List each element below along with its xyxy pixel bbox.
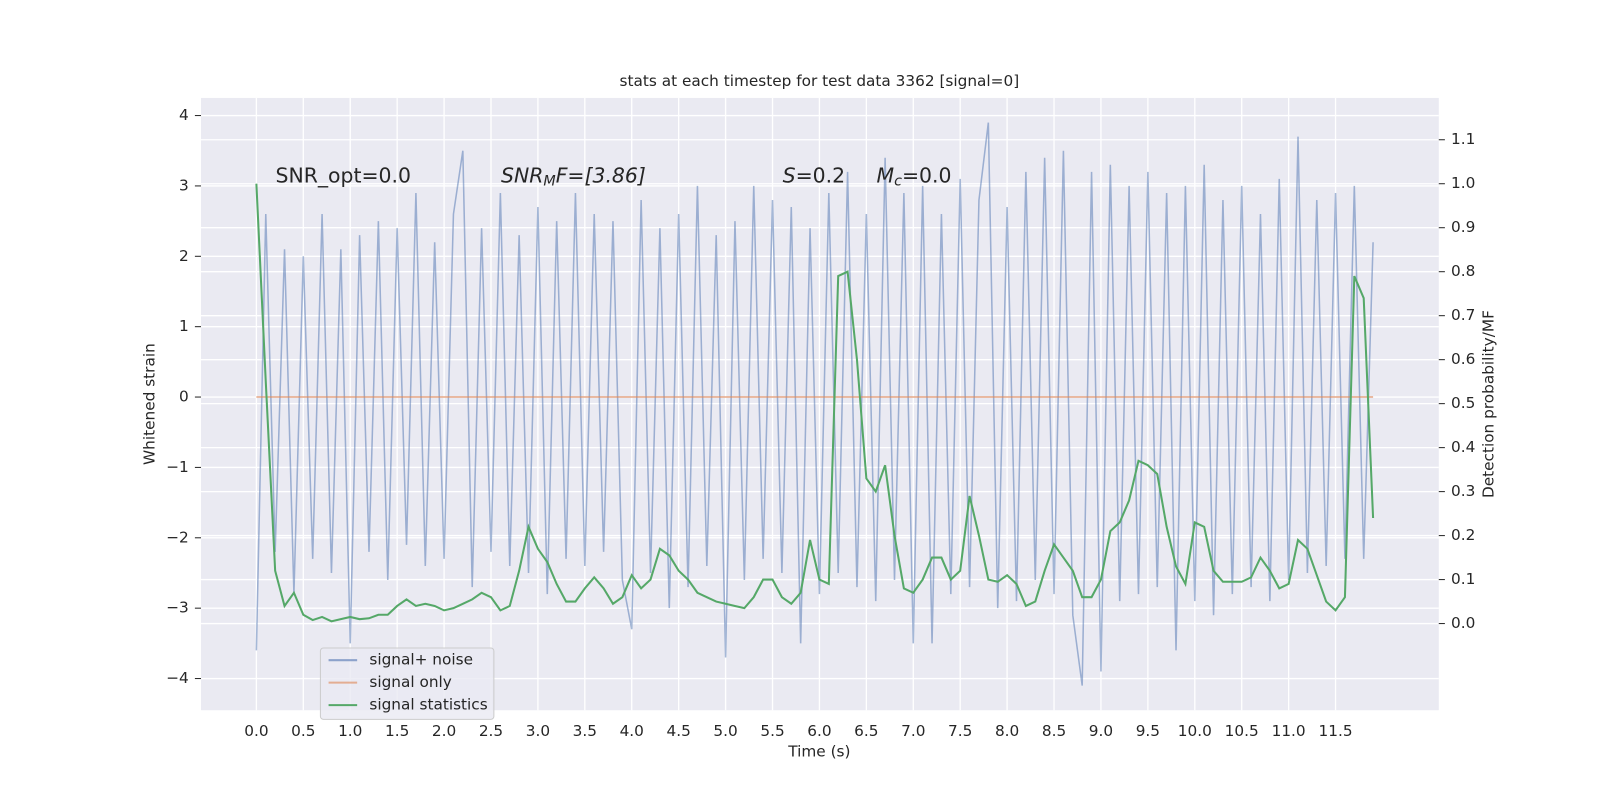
x-tick-label: 5.5 xyxy=(760,722,784,740)
y-tick-label: 2 xyxy=(179,247,189,265)
y-tick-label: 4 xyxy=(179,106,189,124)
x-tick-label: 11.5 xyxy=(1319,722,1353,740)
series-line xyxy=(255,122,1374,686)
y-tick-label: −2 xyxy=(166,528,189,546)
y2-tick-label: 0.8 xyxy=(1451,262,1475,280)
y-tick-label: 3 xyxy=(179,176,189,194)
annotation: SNRMF=[3.86] xyxy=(501,164,646,190)
x-tick-label: 1.5 xyxy=(385,722,409,740)
marks xyxy=(255,122,1375,686)
annotation-text: SNR xyxy=(501,164,543,188)
x-tick-label: 2.5 xyxy=(479,722,503,740)
annotation-text: =0.2 xyxy=(796,164,846,188)
x-axis-label: Time (s) xyxy=(787,743,850,761)
x-tick-label: 2.0 xyxy=(432,722,456,740)
x-tick-label: 6.0 xyxy=(807,722,831,740)
y2-tick-label: 1.1 xyxy=(1451,130,1475,148)
x-tick-label: 8.0 xyxy=(995,722,1019,740)
y2-tick-label: 0.2 xyxy=(1451,526,1475,544)
y2-tick-label: 1.0 xyxy=(1451,174,1475,192)
x-tick-label: 0.0 xyxy=(244,722,268,740)
legend-label: signal+ noise xyxy=(369,651,473,669)
annotation-text: M xyxy=(877,164,895,188)
y2-tick-label: 0.5 xyxy=(1451,394,1475,412)
x-tick-label: 3.0 xyxy=(526,722,550,740)
annotation-text: SNR_opt=0.0 xyxy=(276,164,412,189)
x-tick-label: 1.0 xyxy=(338,722,362,740)
chart-title: stats at each timestep for test data 336… xyxy=(620,72,1020,90)
x-tick-label: 7.0 xyxy=(901,722,925,740)
legend-label: signal only xyxy=(369,673,451,691)
x-tick-label: 10.5 xyxy=(1225,722,1259,740)
y-axis-label: Whitened strain xyxy=(141,343,159,465)
x-tick-label: 3.5 xyxy=(573,722,597,740)
annotation-subscript: c xyxy=(894,174,902,190)
legend: signal+ noise signal only signal statistic… xyxy=(319,647,495,720)
series-line xyxy=(255,183,1375,623)
annotation-text: =0.0 xyxy=(902,164,952,188)
y-tick-label: 1 xyxy=(179,317,189,335)
legend-label: signal statistics xyxy=(369,696,487,714)
x-tick-label: 0.5 xyxy=(291,722,315,740)
y2-tick-label: 0.7 xyxy=(1451,306,1475,324)
annotation-subscript: M xyxy=(543,174,555,190)
y2-axis-label: Detection probability/MF xyxy=(1479,310,1497,498)
x-tick-label: 8.5 xyxy=(1042,722,1066,740)
annotation: S=0.2 xyxy=(783,164,845,188)
annotation: SNR_opt=0.0 xyxy=(276,164,412,189)
y-tick-label: −3 xyxy=(166,599,189,617)
y2-tick-label: 0.1 xyxy=(1451,570,1475,588)
x-tick-label: 4.0 xyxy=(620,722,644,740)
annotation-text: F=[3.86] xyxy=(556,164,646,188)
y2-tick-label: 0.6 xyxy=(1451,350,1475,368)
y2-tick-label: 0.3 xyxy=(1451,482,1475,500)
x-tick-label: 6.5 xyxy=(854,722,878,740)
y-tick-label: −4 xyxy=(166,669,189,687)
y2-tick-label: 0.4 xyxy=(1451,438,1475,456)
y-tick-label: −1 xyxy=(166,458,189,476)
x-tick-label: 9.5 xyxy=(1136,722,1160,740)
y2-tick-label: 0.9 xyxy=(1451,218,1475,236)
x-tick-label: 10.0 xyxy=(1178,722,1212,740)
x-tick-label: 9.0 xyxy=(1089,722,1113,740)
legend-box xyxy=(319,647,495,720)
annotation-text: S xyxy=(783,164,796,188)
x-tick-label: 4.5 xyxy=(667,722,691,740)
x-tick-label: 11.0 xyxy=(1272,722,1306,740)
x-tick-label: 5.0 xyxy=(713,722,737,740)
y2-tick-label: 0.0 xyxy=(1451,614,1475,632)
y-tick-label: 0 xyxy=(179,388,189,406)
x-tick-label: 7.5 xyxy=(948,722,972,740)
annotation: Mc=0.0 xyxy=(877,164,952,190)
